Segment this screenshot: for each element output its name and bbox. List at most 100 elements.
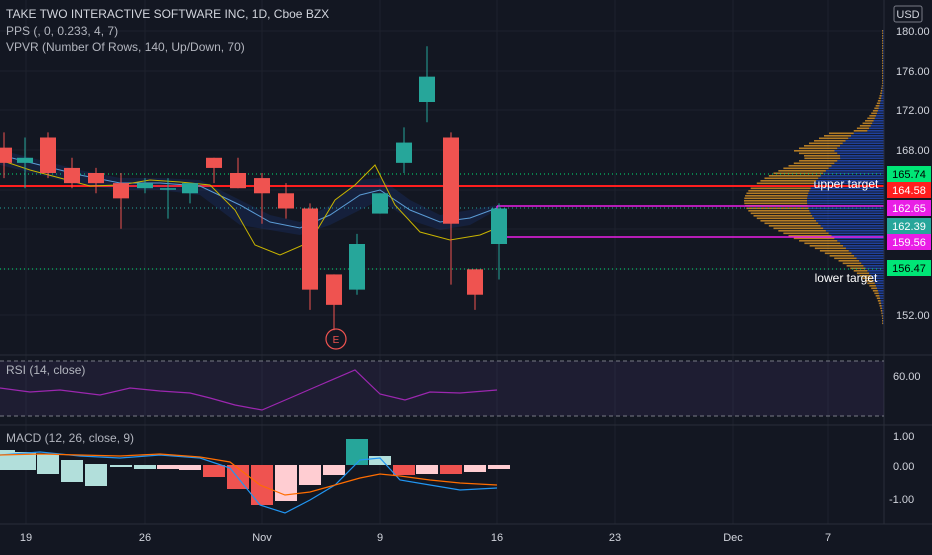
candle[interactable] (230, 157, 246, 189)
vp-bar-up (874, 282, 884, 285)
vp-bar-down (853, 270, 868, 272)
macd-bar (14, 452, 36, 470)
vp-bar-down (788, 165, 832, 167)
vp-bar-up (881, 97, 884, 100)
vp-bar-up (867, 270, 884, 272)
candle[interactable] (160, 178, 176, 219)
vp-bar-up (882, 55, 884, 57)
vp-bar-up (881, 302, 884, 305)
vp-bar-up (861, 262, 884, 265)
candle[interactable] (17, 137, 33, 189)
vp-bar-up (820, 175, 884, 177)
vp-bar-up (882, 52, 884, 55)
upper-target-label: upper target (814, 177, 879, 191)
candle[interactable] (137, 178, 153, 194)
ma-ribbon (0, 150, 497, 235)
vp-bar-up (825, 170, 884, 172)
vp-bar-down (748, 190, 810, 192)
vp-bar-up (808, 192, 884, 195)
vp-bar-up (877, 290, 884, 292)
vp-bar-up (882, 67, 884, 70)
vp-bar-down (744, 202, 808, 205)
vp-bar-up (807, 195, 884, 197)
vp-bar-up (879, 295, 884, 297)
svg-text:165.74: 165.74 (892, 169, 926, 181)
candle[interactable] (0, 132, 12, 179)
macd-bar (275, 465, 297, 501)
vp-bar-down (862, 277, 873, 280)
svg-text:upper target: upper target (814, 177, 879, 191)
rsi-pane[interactable]: RSI (14, close) (0, 360, 884, 417)
candle[interactable] (88, 167, 104, 194)
vp-bar-down (874, 107, 879, 110)
candle[interactable] (64, 157, 80, 189)
candle[interactable] (467, 269, 483, 310)
vp-bar-down (882, 62, 883, 65)
macd-bar (61, 460, 83, 482)
vp-bar-up (818, 222, 884, 225)
candle[interactable] (302, 203, 318, 310)
candle[interactable] (419, 46, 435, 123)
vp-bar-down (880, 90, 883, 92)
candle[interactable] (254, 173, 270, 224)
vp-bar-up (863, 265, 884, 267)
vp-bar-up (834, 162, 884, 165)
candle[interactable] (40, 132, 56, 179)
candle[interactable] (443, 132, 459, 285)
ma-line-yellow (0, 159, 498, 256)
vp-bar-down (882, 45, 883, 47)
macd-pane[interactable]: MACD (12, 26, close, 9) (0, 431, 510, 514)
vp-bar-up (882, 85, 884, 87)
candle[interactable] (349, 233, 365, 295)
vp-bar-up (881, 92, 884, 95)
vp-bar-down (824, 252, 852, 255)
candle[interactable] (396, 127, 412, 173)
vp-bar-up (882, 315, 884, 317)
currency-button[interactable]: USD (893, 5, 923, 23)
vp-bar-down (882, 320, 883, 322)
candle[interactable] (491, 203, 507, 280)
vp-bar-down (746, 192, 809, 195)
vp-bar-down (872, 290, 878, 292)
candle[interactable] (278, 183, 294, 219)
candlesticks[interactable] (0, 46, 507, 331)
candle[interactable] (326, 274, 342, 331)
vp-bar-up (876, 287, 884, 290)
vp-bar-up (873, 280, 884, 282)
vp-bar-down (744, 200, 807, 202)
vp-bar-down (882, 67, 883, 70)
candle[interactable] (182, 183, 198, 204)
candle[interactable] (113, 173, 129, 229)
candle[interactable] (206, 157, 222, 184)
vp-bar-up (807, 202, 884, 205)
macd-bar (251, 465, 273, 505)
vp-bar-up (820, 225, 884, 227)
vp-bar-down (882, 40, 883, 42)
vp-bar-up (882, 65, 884, 67)
svg-text:lower target: lower target (815, 271, 878, 285)
vp-bar-up (872, 277, 884, 280)
vp-bar-down (859, 275, 871, 277)
vp-bar-down (881, 87, 883, 90)
time-axis[interactable]: 19 26 Nov 9 16 23 Dec 7 (20, 532, 831, 544)
vp-bar-up (845, 247, 884, 250)
macd-bar (416, 465, 438, 474)
svg-text:159.56: 159.56 (892, 237, 926, 249)
vp-bar-up (877, 110, 884, 112)
vp-bar-down (773, 227, 824, 230)
earnings-marker[interactable]: E (325, 328, 347, 350)
vp-bar-up (882, 310, 884, 312)
vp-bar-down (750, 187, 811, 190)
price-tick: 168.00 (896, 145, 930, 157)
candle[interactable] (372, 193, 388, 214)
macd-bar (369, 456, 391, 465)
vp-bar-up (834, 237, 884, 240)
vp-bar-down (881, 85, 883, 87)
vp-bar-down (768, 225, 821, 227)
pps-indicator-label[interactable]: PPS (, 0, 0.233, 4, 7) (6, 24, 118, 38)
vp-bar-down (824, 135, 851, 137)
vp-bar-down (880, 310, 883, 312)
vp-bar-down (793, 162, 835, 165)
vpvr-indicator-label[interactable]: VPVR (Number Of Rows, 140, Up/Down, 70) (6, 40, 245, 54)
